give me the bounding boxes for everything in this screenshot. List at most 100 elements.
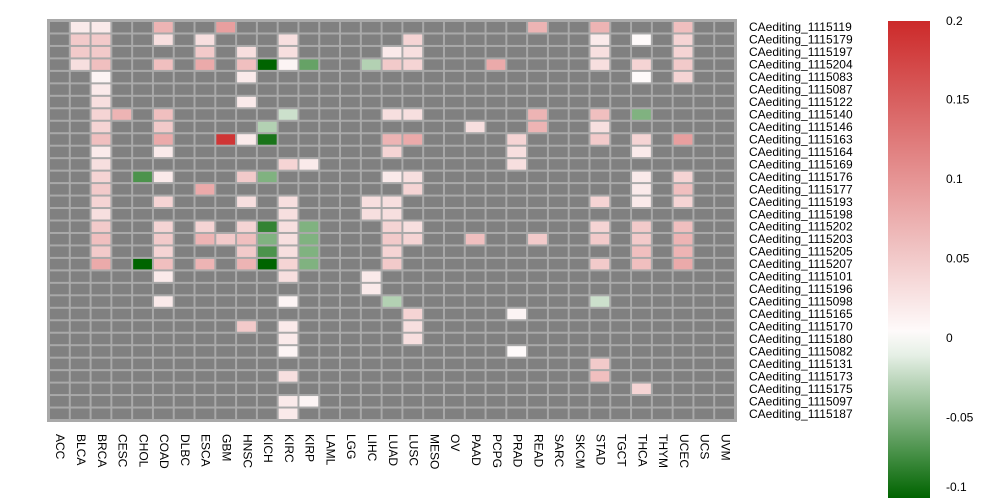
heatmap-cell xyxy=(715,333,734,345)
heatmap-cell xyxy=(112,121,132,133)
heatmap-cell xyxy=(320,333,340,345)
heatmap-cell xyxy=(299,246,319,257)
heatmap-cell xyxy=(403,34,423,45)
heatmap-cell xyxy=(444,159,464,170)
colorbar-tick-label: 0.2 xyxy=(946,14,963,28)
heatmap-cell xyxy=(237,346,256,357)
heatmap-cell xyxy=(216,59,236,70)
heatmap-cell xyxy=(382,34,402,45)
heatmap-cell xyxy=(341,246,360,257)
heatmap-cell xyxy=(112,209,132,220)
heatmap-cell xyxy=(444,346,464,357)
heatmap-cell xyxy=(465,146,485,158)
heatmap-cell xyxy=(548,308,568,320)
heatmap-cell xyxy=(70,134,90,145)
heatmap-cell xyxy=(153,358,173,370)
heatmap-cell xyxy=(673,171,693,183)
heatmap-cell xyxy=(715,408,734,419)
heatmap-cell xyxy=(299,383,319,395)
heatmap-cell xyxy=(507,408,527,419)
heatmap-cell xyxy=(569,396,589,407)
heatmap-cell xyxy=(257,408,277,419)
heatmap-cell xyxy=(715,396,734,407)
heatmap-cell xyxy=(652,59,672,70)
heatmap-cell xyxy=(465,96,485,108)
heatmap-cell xyxy=(50,121,69,133)
heatmap-cell xyxy=(382,283,402,295)
column-label: LUSC xyxy=(407,434,421,466)
heatmap-cell xyxy=(715,371,734,382)
heatmap-cell xyxy=(237,258,256,270)
heatmap-cell xyxy=(694,383,714,395)
heatmap-cell xyxy=(382,333,402,345)
heatmap-cell xyxy=(133,358,152,370)
heatmap-cell xyxy=(320,59,340,70)
heatmap-cell xyxy=(216,71,236,83)
heatmap-cell xyxy=(424,46,443,58)
heatmap-cell xyxy=(652,271,672,282)
heatmap-cell xyxy=(424,59,443,70)
heatmap-cell xyxy=(70,159,90,170)
heatmap-cell xyxy=(341,71,360,83)
heatmap-cell xyxy=(403,233,423,245)
heatmap-cell xyxy=(590,84,610,95)
heatmap-cell xyxy=(50,146,69,158)
heatmap-cell xyxy=(174,171,194,183)
heatmap-cell xyxy=(361,209,381,220)
heatmap-cell xyxy=(195,146,215,158)
heatmap-cell xyxy=(715,109,734,120)
heatmap-cell xyxy=(320,383,340,395)
heatmap-cell xyxy=(361,258,381,270)
heatmap-cell xyxy=(486,408,506,419)
heatmap-cell xyxy=(652,34,672,45)
heatmap-cell xyxy=(569,283,589,295)
heatmap-cell xyxy=(153,96,173,108)
row-label: CAediting_1115198 xyxy=(749,207,853,221)
heatmap-cell xyxy=(174,46,194,58)
heatmap-cell xyxy=(320,358,340,370)
heatmap-cell xyxy=(133,258,152,270)
heatmap-cell xyxy=(341,408,360,419)
heatmap-cell xyxy=(257,246,277,257)
heatmap-cell xyxy=(112,184,132,195)
heatmap-cell xyxy=(528,209,547,220)
heatmap-cell xyxy=(611,271,631,282)
heatmap-cell xyxy=(611,71,631,83)
heatmap-cell xyxy=(528,333,547,345)
heatmap-cell xyxy=(611,34,631,45)
heatmap-cell xyxy=(216,308,236,320)
heatmap-cell xyxy=(569,346,589,357)
heatmap-cell xyxy=(444,184,464,195)
heatmap-cell xyxy=(278,296,298,307)
heatmap-cell xyxy=(673,184,693,195)
colorbar-tick-label: 0.1 xyxy=(946,172,963,186)
heatmap-cell xyxy=(237,233,256,245)
heatmap-cell xyxy=(548,121,568,133)
heatmap-cell xyxy=(70,396,90,407)
heatmap-cell xyxy=(528,146,547,158)
heatmap-cell xyxy=(465,321,485,332)
heatmap-cell xyxy=(382,121,402,133)
heatmap-cell xyxy=(216,358,236,370)
heatmap-cell xyxy=(507,121,527,133)
heatmap-cell xyxy=(652,134,672,145)
heatmap-cell xyxy=(153,184,173,195)
heatmap-cell xyxy=(237,159,256,170)
heatmap-cell xyxy=(424,283,443,295)
heatmap-cell xyxy=(569,371,589,382)
heatmap-cell xyxy=(237,383,256,395)
heatmap-cell xyxy=(174,221,194,232)
heatmap-cell xyxy=(528,246,547,257)
heatmap-cell xyxy=(278,308,298,320)
heatmap-cell xyxy=(257,22,277,33)
heatmap-cell xyxy=(528,96,547,108)
heatmap-cell xyxy=(195,346,215,357)
heatmap-cell xyxy=(590,159,610,170)
heatmap-cell xyxy=(361,96,381,108)
heatmap-cell xyxy=(320,109,340,120)
row-label: CAediting_1115187 xyxy=(749,407,853,421)
heatmap-cell xyxy=(424,22,443,33)
heatmap-cell xyxy=(465,209,485,220)
heatmap-cell xyxy=(195,408,215,419)
heatmap-cell xyxy=(133,333,152,345)
